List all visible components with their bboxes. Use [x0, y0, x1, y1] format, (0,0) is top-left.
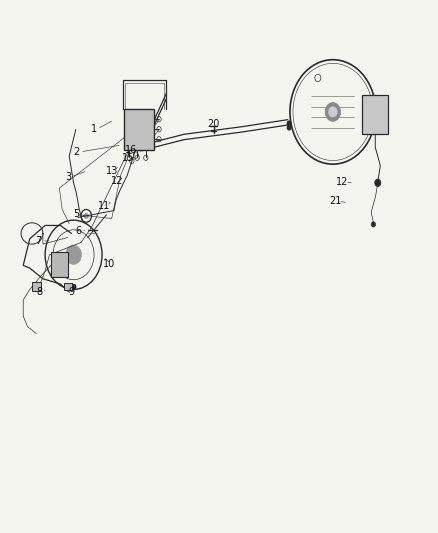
Text: 13: 13: [106, 166, 118, 175]
Text: 16: 16: [125, 146, 138, 155]
FancyBboxPatch shape: [64, 283, 72, 290]
Text: 9: 9: [68, 287, 74, 296]
Text: 21: 21: [329, 197, 341, 206]
FancyBboxPatch shape: [124, 109, 154, 150]
Text: 3: 3: [65, 172, 71, 182]
Text: 11: 11: [98, 201, 110, 211]
FancyBboxPatch shape: [362, 95, 389, 134]
Circle shape: [371, 222, 376, 227]
Text: 8: 8: [36, 287, 42, 296]
FancyBboxPatch shape: [32, 282, 41, 291]
Circle shape: [287, 121, 291, 126]
Text: 10: 10: [102, 259, 115, 269]
Text: 5: 5: [74, 209, 80, 219]
Text: 7: 7: [35, 236, 42, 246]
Circle shape: [375, 179, 381, 187]
Circle shape: [72, 285, 76, 289]
Circle shape: [66, 245, 81, 264]
Circle shape: [325, 102, 341, 122]
Text: 15: 15: [122, 154, 134, 163]
Text: 1: 1: [91, 124, 97, 134]
Text: 12: 12: [111, 176, 124, 186]
FancyBboxPatch shape: [51, 252, 67, 277]
Text: 2: 2: [74, 147, 80, 157]
Circle shape: [328, 107, 337, 117]
Circle shape: [84, 213, 88, 219]
Text: 6: 6: [75, 226, 81, 236]
Text: 12: 12: [336, 177, 349, 187]
Text: 20: 20: [208, 119, 220, 128]
Circle shape: [287, 125, 291, 130]
